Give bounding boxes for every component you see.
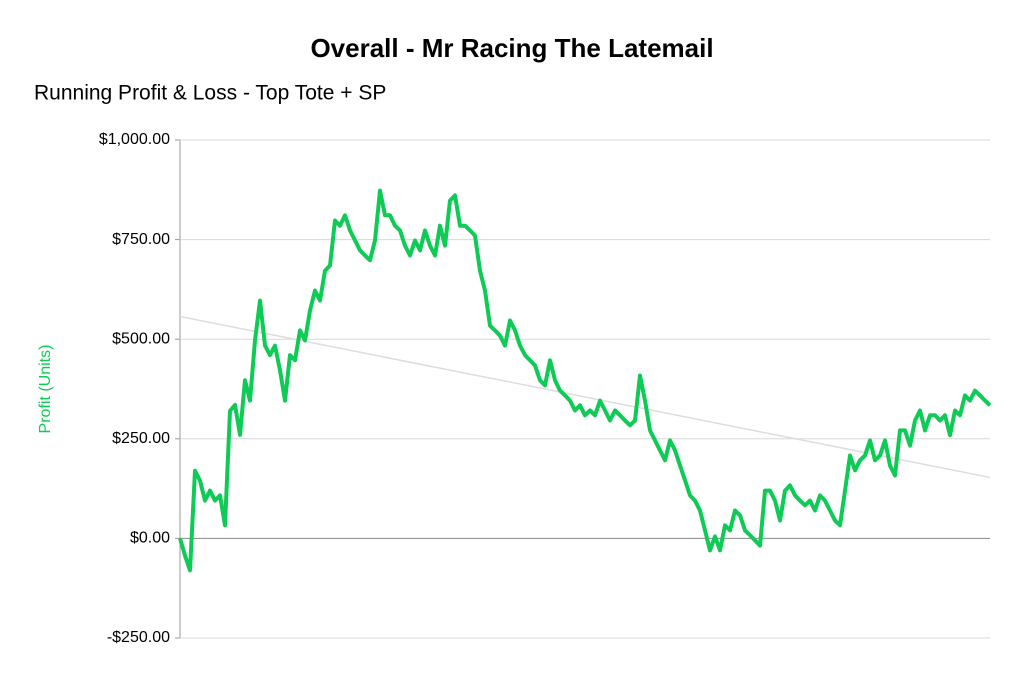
y-tick-label: $500.00 xyxy=(112,330,170,347)
chart-subtitle: Running Profit & Loss - Top Tote + SP xyxy=(34,82,386,105)
y-tick-label: -$250.00 xyxy=(107,629,170,646)
chart-title: Overall - Mr Racing The Latemail xyxy=(310,33,713,63)
y-tick-label: $1,000.00 xyxy=(99,131,170,148)
y-tick-label: $250.00 xyxy=(112,430,170,447)
y-axis-label: Profit (Units) xyxy=(37,345,54,434)
y-tick-label: $750.00 xyxy=(112,231,170,248)
trend-line xyxy=(179,315,991,479)
profit-line xyxy=(178,188,992,573)
y-tick-label: $0.00 xyxy=(130,530,170,547)
